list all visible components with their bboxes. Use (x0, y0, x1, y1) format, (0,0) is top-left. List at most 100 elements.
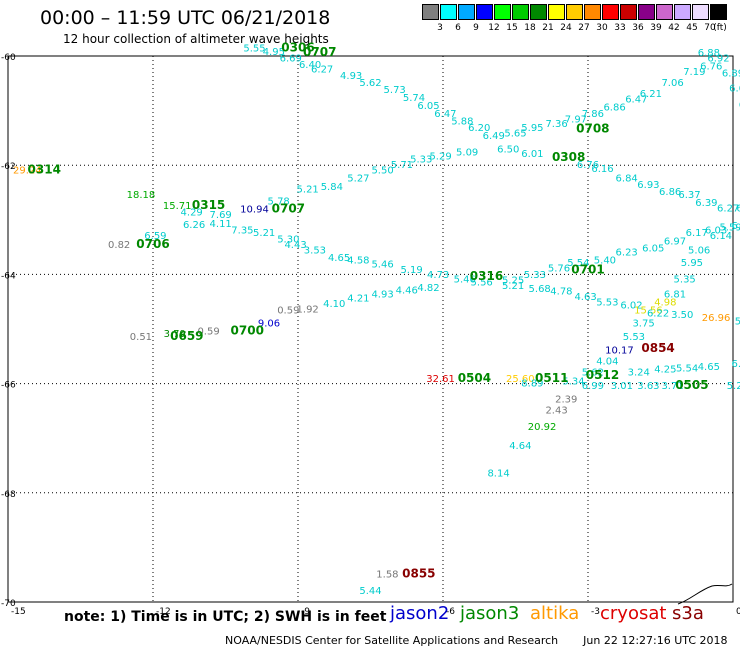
swh-value: 6.88 (698, 48, 720, 59)
swh-value: 6.92 (707, 53, 729, 64)
swh-value: 6.05 (642, 243, 664, 254)
legend-label: 27 (578, 23, 590, 33)
pass-time-label: 0308 (552, 150, 585, 164)
swh-value: 4.43 (284, 240, 306, 251)
legend-label: 45 (686, 23, 698, 33)
note-text: note: 1) Time is in UTC; 2) SWH is in fe… (64, 609, 387, 625)
legend-swatch (440, 4, 457, 20)
swh-value: 6.47 (625, 94, 647, 105)
swh-value: 5.68 (529, 284, 551, 295)
swh-value: 1.58 (376, 569, 398, 580)
swh-value: 7.06 (661, 78, 683, 89)
swh-value: 6.28 (732, 221, 740, 232)
swh-value: 5.30 (277, 235, 299, 246)
legend-unit: (ft) (713, 23, 727, 33)
swh-value: 5.62 (359, 78, 381, 89)
legend-label: 24 (560, 23, 572, 33)
legend-label: 12 (488, 23, 500, 33)
swh-value: 0.82 (108, 240, 130, 251)
y-tick-label: -62 (1, 162, 16, 172)
swh-value: 6.68 (729, 83, 740, 94)
swh-value: 3.53 (304, 246, 326, 257)
pass-time-label: 0316 (470, 269, 503, 283)
legend-swatch (638, 4, 655, 20)
swh-value: 15.56 (634, 306, 663, 317)
swh-value: 6.19 (736, 204, 740, 215)
pass-time-label: 0701 (571, 262, 604, 276)
swh-value: 6.76 (577, 160, 599, 171)
swh-value: 25.60 (506, 374, 535, 385)
legend-swatch (530, 4, 547, 20)
swh-value: 6.97 (664, 236, 686, 247)
swh-value: 5.76 (548, 264, 570, 275)
swh-value: 5.34 (562, 377, 584, 388)
coastline (677, 583, 733, 605)
y-tick-label: -70 (1, 599, 16, 609)
pass-time-label: 0512 (586, 368, 619, 382)
swh-value: 6.05 (417, 101, 439, 112)
swh-value: 5.3 (735, 317, 740, 328)
swh-value: 4.93 (340, 71, 362, 82)
swh-value: 6.17 (686, 228, 708, 239)
swh-value: 0.51 (130, 332, 152, 343)
legend-label: 33 (614, 23, 626, 33)
pass-time-label: 0511 (535, 371, 568, 385)
swh-value: 4.21 (347, 294, 369, 305)
swh-value: 6.03 (705, 225, 727, 236)
swh-value: 5.25 (502, 276, 524, 287)
pass-time-label: 0708 (576, 121, 609, 135)
legend-swatch (476, 4, 493, 20)
pass-time-label: 0306 (281, 41, 314, 55)
legend-swatch (548, 4, 565, 20)
swh-value: 10.94 (240, 205, 269, 216)
swh-value: 5.27 (347, 174, 369, 185)
legend-swatch (674, 4, 691, 20)
map-axes: -15 -12 -9 -6 -3 0 -60 -62 -64 -66 -68 -70 (1, 53, 740, 617)
swh-value: 6.49 (483, 131, 505, 142)
y-tick-label: -60 (1, 53, 16, 63)
pass-time-label: 0707 (303, 45, 336, 59)
swh-value: 7.36 (545, 119, 567, 130)
swh-value: 5.21 (502, 281, 524, 292)
swh-value: 6.14 (710, 231, 732, 242)
swh-value: 5.95 (681, 258, 703, 269)
swh-value: 3.71 (661, 381, 683, 392)
swh-value: 6.76 (700, 62, 722, 73)
swh-value: 26.96 (702, 313, 731, 324)
pass-time-label: 0707 (272, 202, 305, 216)
swh-value: 6.27 (311, 64, 333, 75)
swh-value: 6.84 (616, 174, 638, 185)
satellite-jason2: jason2 (390, 603, 450, 624)
legend-swatch (620, 4, 637, 20)
swh-value: 6.02 (620, 300, 642, 311)
swh-value: 7.69 (210, 210, 232, 221)
legend-swatch (494, 4, 511, 20)
swh-value: 6.01 (521, 149, 543, 160)
legend-label: 15 (506, 23, 518, 33)
swh-value: 32.61 (426, 374, 455, 385)
swh-value: 4.73 (427, 270, 449, 281)
swh-value: 8.89 (521, 378, 543, 389)
footer-credit: NOAA/NESDIS Center for Satellite Applica… (225, 634, 559, 647)
swh-value: 4.58 (347, 255, 369, 266)
swh-value: 5.29 (429, 152, 451, 163)
swh-value: 6.89 (722, 69, 740, 80)
swh-value: 5.53 (596, 298, 618, 309)
swh-value: 5.19 (400, 265, 422, 276)
satellite-jason3: jason3 (460, 603, 520, 624)
pass-time-label: 0505 (675, 378, 708, 392)
swh-value: 5.53 (623, 332, 645, 343)
legend-label: 39 (650, 23, 662, 33)
legend-label: 18 (524, 23, 536, 33)
swh-value: 2.43 (545, 406, 567, 417)
swh-value: 7.35 (231, 225, 253, 236)
swh-value: 9.06 (258, 318, 280, 329)
swh-value: 1.92 (297, 305, 319, 316)
swh-value: 6.22 (647, 308, 669, 319)
x-tick-label: -15 (11, 607, 26, 617)
map-grid (8, 56, 733, 602)
swh-value: 6.23 (616, 247, 638, 258)
swh-value: 4.78 (550, 287, 572, 298)
legend-label: 36 (632, 23, 644, 33)
swh-value: 4.95 (263, 47, 285, 58)
